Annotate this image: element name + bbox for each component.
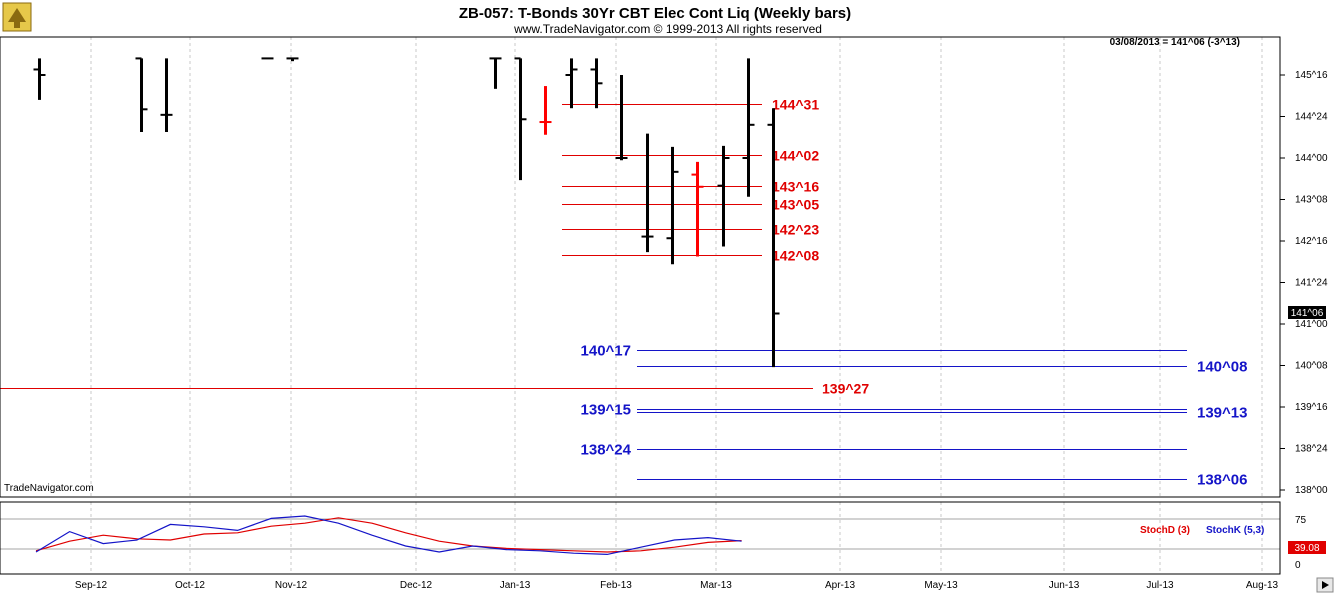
last-price-label: 141^06 (1291, 308, 1324, 319)
x-tick-label: Feb-13 (600, 580, 632, 591)
x-tick-label: Mar-13 (700, 580, 732, 591)
y-tick-label: 145^16 (1295, 70, 1328, 81)
ohlc-bars (33, 57, 780, 368)
legend-stochd: StochD (3) (1140, 525, 1190, 536)
x-tick-label: Aug-13 (1246, 580, 1279, 591)
y-tick-label: 140^08 (1295, 361, 1328, 372)
x-tick-label: Apr-13 (825, 580, 855, 591)
level-label: 139^15 (581, 402, 631, 419)
stoch-series-line (35, 515, 742, 556)
stoch-y-tick-label: 75 (1295, 515, 1307, 526)
ohlc-bar (767, 108, 780, 368)
ohlc-bar (160, 58, 173, 132)
y-tick-label: 138^00 (1295, 485, 1328, 496)
level-label: 140^08 (1197, 359, 1247, 376)
level-label: 144^02 (772, 148, 819, 164)
last-price-box (1288, 306, 1326, 319)
level-label: 139^27 (822, 381, 869, 397)
ohlc-bar (717, 145, 730, 247)
x-tick-label: May-13 (924, 580, 958, 591)
chart-grid (90, 37, 1263, 574)
level-label: 143^05 (772, 197, 819, 213)
legend-stochk: StochK (5,3) (1206, 525, 1264, 536)
y-tick-label: 144^00 (1295, 153, 1328, 164)
levels-layer: 144^31 144^02 143^16 143^05 142^23 142^08 139^… (0, 97, 1247, 489)
scroll-right-button[interactable] (1316, 577, 1334, 593)
level-label: 142^08 (772, 248, 819, 264)
y-tick-label: 144^24 (1295, 112, 1328, 123)
y-tick-label: 141^24 (1295, 278, 1328, 289)
x-tick-label: Jul-13 (1146, 580, 1174, 591)
indicator-pane-border (0, 501, 1281, 575)
level-label: 138^06 (1197, 472, 1247, 489)
ohlc-bar (33, 58, 46, 100)
x-tick-label: Oct-12 (175, 580, 205, 591)
axis-ticks: Sep-12 Oct-12 Nov-12 Dec-12 Jan-13 Feb-13 Mar-… (75, 70, 1328, 591)
chart-title: ZB-057: T-Bonds 30Yr CBT Elec Cont Liq (… (459, 5, 851, 22)
ohlc-bar (514, 57, 527, 181)
ohlc-bar (286, 57, 299, 62)
stoch-y-tick-label: 0 (1295, 560, 1301, 571)
stoch-series-line (35, 517, 742, 553)
trade-navigator-logo[interactable] (2, 2, 32, 32)
y-tick-label: 138^24 (1295, 444, 1328, 455)
y-tick-label: 143^08 (1295, 195, 1328, 206)
ohlc-bar (742, 58, 755, 197)
ohlc-bar (691, 161, 704, 257)
y-tick-label: 141^00 (1295, 319, 1328, 330)
level-label: 138^24 (581, 442, 632, 459)
ohlc-bar (539, 86, 552, 135)
x-tick-label: Sep-12 (75, 580, 108, 591)
level-label: 139^13 (1197, 405, 1247, 422)
ohlc-bar (489, 57, 502, 89)
x-tick-label: Dec-12 (400, 580, 433, 591)
y-tick-label: 142^16 (1295, 236, 1328, 247)
watermark-text: TradeNavigator.com (4, 483, 94, 494)
ohlc-bar (641, 133, 654, 253)
ohlc-bar (590, 58, 603, 109)
stochastic-pane: 75250 (0, 515, 1307, 571)
level-label: 142^23 (772, 222, 819, 238)
price-readout: 03/08/2013 = 141^06 (-3^13) (1110, 37, 1240, 48)
last-stoch-box (1288, 541, 1326, 554)
x-tick-label: Jun-13 (1049, 580, 1080, 591)
ohlc-bar (666, 146, 679, 265)
last-stoch-label: 39.08 (1294, 543, 1319, 554)
level-label: 143^16 (772, 179, 819, 195)
x-tick-label: Nov-12 (275, 580, 308, 591)
level-label: 144^31 (772, 97, 819, 113)
x-tick-label: Jan-13 (500, 580, 531, 591)
ohlc-bar (615, 75, 628, 161)
ohlc-bar (135, 57, 148, 132)
y-tick-label: 139^16 (1295, 402, 1328, 413)
price-pane-border (0, 36, 1281, 498)
ohlc-bar (565, 58, 578, 109)
level-label: 140^17 (581, 343, 631, 360)
copyright-text: www.TradeNavigator.com © 1999-2013 All r… (513, 22, 822, 36)
